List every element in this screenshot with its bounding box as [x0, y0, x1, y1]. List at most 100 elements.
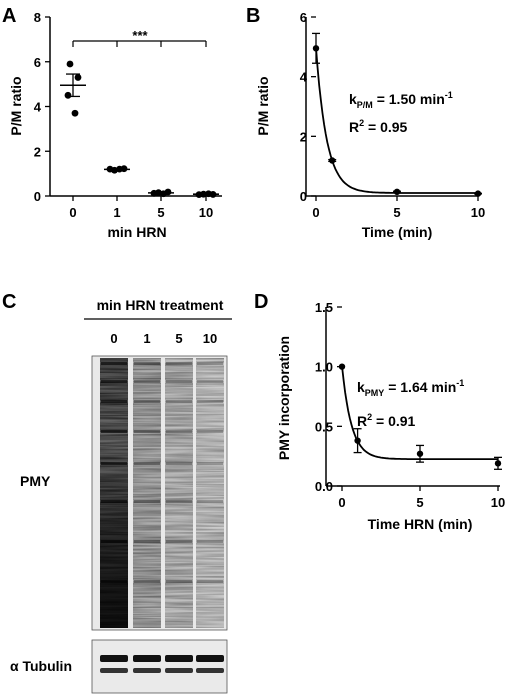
tubulin-band — [165, 668, 193, 673]
x-tick-label: 0 — [338, 495, 345, 510]
r-squared-annotation: R2 = 0.91 — [357, 412, 416, 429]
x-tick-label: 0 — [312, 205, 319, 220]
pmy-band — [166, 540, 192, 543]
pmy-lane-bands — [100, 358, 128, 628]
pmy-band — [101, 540, 127, 543]
y-tick-label: 1.5 — [315, 300, 333, 315]
tubulin-band — [196, 655, 224, 662]
data-point — [329, 157, 336, 164]
x-tick-label: 10 — [199, 205, 213, 220]
pmy-band — [134, 540, 160, 543]
pmy-band — [134, 462, 160, 465]
lane-label: 5 — [175, 331, 182, 346]
panel-letter-d: D — [254, 291, 268, 313]
y-tick-label: 0 — [300, 189, 307, 204]
y-tick-label: 1.0 — [315, 360, 333, 375]
x-axis-label: Time (min) — [362, 224, 433, 240]
tubulin-band — [165, 655, 193, 662]
pmy-band — [166, 580, 192, 583]
pmy-band — [134, 380, 160, 383]
x-axis-label: Time HRN (min) — [368, 516, 473, 532]
data-point — [66, 60, 74, 68]
pmy-label: PMY — [20, 473, 51, 489]
pmy-band — [166, 400, 192, 403]
pmy-band — [101, 380, 127, 383]
panel-d-marks: 0.0 0.5 1.0 1.5 0 5 10 — [315, 300, 505, 510]
pmy-band — [134, 580, 160, 583]
pmy-band — [134, 430, 160, 433]
x-tick-label: 10 — [471, 205, 485, 220]
y-tick-label: 4 — [34, 100, 42, 115]
lane-label: 1 — [143, 331, 150, 346]
pmy-band — [101, 430, 127, 433]
pmy-band — [166, 500, 192, 503]
panel-d-line-plot: PMY incorporation Time HRN (min) kPMY = … — [276, 300, 505, 532]
x-tick-label: 0 — [69, 205, 76, 220]
pmy-band — [197, 430, 223, 433]
panel-a-scatter-plot: P/M ratio min HRN *** 0 2 4 6 8 0 1 5 10 — [8, 10, 222, 240]
lane-label: 0 — [110, 331, 117, 346]
tubulin-blot-membrane — [91, 639, 228, 694]
pmy-lane-bands — [165, 358, 193, 628]
y-axis-label: PMY incorporation — [276, 336, 292, 460]
lane-label: 10 — [203, 331, 217, 346]
pmy-band — [134, 400, 160, 403]
pmy-band — [197, 540, 223, 543]
pmy-band — [197, 462, 223, 465]
x-axis-label: min HRN — [107, 224, 166, 240]
y-tick-label: 8 — [34, 10, 41, 25]
data-point — [338, 363, 346, 370]
y-tick-label: 4 — [300, 70, 308, 85]
pmy-band — [166, 380, 192, 383]
pmy-band — [166, 362, 192, 365]
panel-c-western-blot: min HRN treatment 0 1 5 10 PMY α Tubulin — [10, 297, 232, 694]
pmy-band — [101, 580, 127, 583]
pmy-band — [134, 362, 160, 365]
r-squared-annotation: R2 = 0.95 — [349, 118, 408, 135]
y-tick-label: 2 — [34, 144, 41, 159]
x-tick-label: 10 — [491, 495, 505, 510]
tubulin-band — [100, 668, 128, 673]
y-axis-label: P/M ratio — [8, 76, 24, 135]
y-tick-label: 6 — [34, 55, 41, 70]
blot-header: min HRN treatment — [97, 297, 224, 313]
x-tick-label: 5 — [393, 205, 400, 220]
significance-stars: *** — [132, 28, 148, 43]
data-point — [312, 45, 320, 52]
pmy-lane-bands — [196, 358, 224, 628]
y-tick-label: 0.0 — [315, 479, 333, 494]
tubulin-band — [133, 655, 161, 662]
y-tick-label: 0.5 — [315, 419, 333, 434]
y-tick-label: 2 — [300, 129, 307, 144]
pmy-band — [166, 462, 192, 465]
pmy-band — [197, 500, 223, 503]
x-tick-label: 5 — [416, 495, 423, 510]
panel-letter-a: A — [2, 5, 16, 27]
tubulin-band — [100, 655, 128, 662]
panel-a-marks: 0 2 4 6 8 0 1 5 10 — [34, 10, 219, 220]
y-axis-label: P/M ratio — [255, 76, 271, 135]
data-point — [354, 437, 361, 444]
data-point — [416, 450, 424, 457]
pmy-lane-bands — [133, 358, 161, 628]
rate-constant-annotation: kP/M = 1.50 min-1 — [349, 90, 453, 110]
y-tick-label: 6 — [300, 10, 307, 25]
pmy-band — [166, 430, 192, 433]
data-point — [71, 109, 79, 117]
y-tick-label: 0 — [34, 189, 41, 204]
panel-letter-b: B — [246, 5, 260, 27]
tubulin-band — [133, 668, 161, 673]
panel-b-marks: 0 2 4 6 0 5 10 — [300, 10, 485, 220]
pmy-band — [101, 362, 127, 365]
rate-constant-annotation: kPMY = 1.64 min-1 — [357, 378, 464, 398]
x-tick-label: 1 — [113, 205, 120, 220]
pmy-band — [197, 400, 223, 403]
pmy-band — [197, 362, 223, 365]
panel-b-line-plot: P/M ratio Time (min) kP/M = 1.50 min-1 R… — [255, 10, 485, 240]
pmy-band — [101, 462, 127, 465]
data-point — [474, 190, 482, 197]
pmy-band — [101, 400, 127, 403]
pmy-band — [134, 500, 160, 503]
x-tick-label: 5 — [157, 205, 164, 220]
